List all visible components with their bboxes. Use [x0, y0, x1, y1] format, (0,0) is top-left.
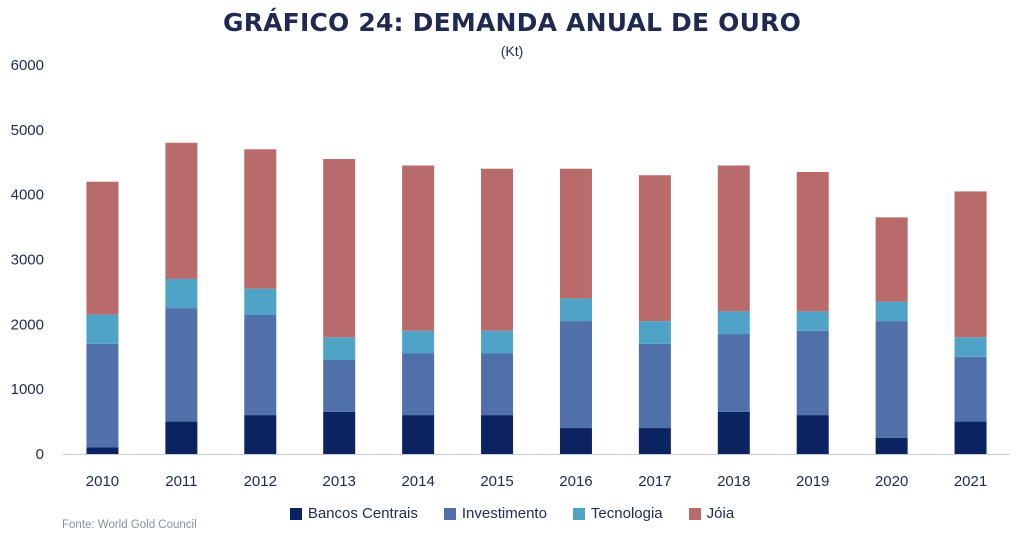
legend-swatch-tecnologia — [572, 507, 585, 520]
legend-label-tecnologia: Tecnologia — [590, 505, 663, 522]
bar-segment-tecnologia-2015 — [481, 330, 514, 354]
bar-segment-investimento-2021 — [954, 356, 987, 422]
y-tick-label: 6000 — [11, 57, 44, 74]
bar-segment-bancos-centrais-2013 — [323, 411, 356, 454]
bar-segment-bancos-centrais-2018 — [717, 411, 750, 454]
x-tick-label: 2021 — [954, 473, 987, 490]
bar-segment-tecnologia-2014 — [402, 330, 435, 354]
bar-segment-jóia-2021 — [954, 191, 987, 338]
x-tick-label: 2016 — [559, 473, 592, 490]
bar-segment-tecnologia-2018 — [717, 311, 750, 335]
legend-swatch-bancos-centrais — [289, 507, 302, 520]
bar-segment-investimento-2010 — [86, 343, 119, 448]
x-tick-label: 2017 — [638, 473, 671, 490]
legend-swatch-joia — [688, 507, 701, 520]
bar-segment-jóia-2019 — [796, 171, 829, 312]
legend-swatch-investimento — [443, 507, 456, 520]
bar-segment-tecnologia-2011 — [165, 278, 198, 309]
bar-segment-jóia-2018 — [717, 165, 750, 312]
bar-segment-investimento-2015 — [481, 353, 514, 416]
y-tick-label: 1000 — [11, 381, 44, 398]
x-tick-label: 2019 — [796, 473, 829, 490]
bar-segment-tecnologia-2016 — [559, 298, 592, 322]
bar-segment-jóia-2014 — [402, 165, 435, 331]
bar-segment-jóia-2016 — [559, 168, 592, 299]
y-tick-label: 3000 — [11, 252, 44, 269]
chart-subtitle: (Kt) — [500, 43, 524, 59]
bar-segment-bancos-centrais-2011 — [165, 421, 198, 454]
y-tick-label: 2000 — [11, 316, 44, 333]
bar-segment-bancos-centrais-2010 — [86, 447, 119, 454]
bar-segment-tecnologia-2010 — [86, 314, 119, 344]
bar-segment-bancos-centrais-2015 — [481, 415, 514, 454]
bar-segment-bancos-centrais-2020 — [875, 437, 908, 454]
chart-title: GRÁFICO 24: DEMANDA ANUAL DE OURO — [222, 8, 802, 37]
bar-segment-tecnologia-2013 — [323, 337, 356, 360]
bar-segment-jóia-2020 — [875, 217, 908, 302]
bar-segment-investimento-2020 — [875, 321, 908, 438]
legend-item-bancos-centrais: Bancos Centrais — [289, 505, 418, 522]
bar-segment-investimento-2016 — [559, 321, 592, 429]
x-tick-label: 2012 — [244, 473, 277, 490]
source-note: Fonte: World Gold Council — [62, 519, 197, 531]
bar-segment-investimento-2013 — [323, 359, 356, 412]
bar-segment-investimento-2018 — [717, 334, 750, 412]
bar-segment-investimento-2012 — [244, 314, 277, 416]
x-tick-label: 2010 — [86, 473, 119, 490]
bar-segment-investimento-2017 — [638, 343, 671, 429]
bar-segment-jóia-2011 — [165, 142, 198, 279]
y-tick-label: 4000 — [11, 187, 44, 204]
bar-segment-jóia-2017 — [638, 175, 671, 322]
bar-segment-jóia-2013 — [323, 159, 356, 338]
y-tick-label: 0 — [36, 446, 44, 463]
bar-segment-jóia-2012 — [244, 149, 277, 289]
legend-label-bancos-centrais: Bancos Centrais — [307, 505, 418, 522]
bar-segment-investimento-2014 — [402, 353, 435, 416]
bar-segment-tecnologia-2019 — [796, 311, 829, 331]
bar-segment-bancos-centrais-2017 — [638, 428, 671, 454]
bar-segment-investimento-2011 — [165, 308, 198, 422]
bar-segment-tecnologia-2012 — [244, 288, 277, 315]
bar-segment-bancos-centrais-2012 — [244, 415, 277, 454]
bar-segment-tecnologia-2020 — [875, 301, 908, 322]
x-tick-label: 2020 — [875, 473, 908, 490]
bar-segment-jóia-2010 — [86, 181, 119, 315]
legend-label-joia: Jóia — [706, 505, 735, 522]
bar-segment-bancos-centrais-2014 — [402, 415, 435, 454]
x-tick-label: 2015 — [480, 473, 513, 490]
x-tick-label: 2013 — [323, 473, 356, 490]
legend-item-tecnologia: Tecnologia — [572, 505, 663, 522]
bar-segment-tecnologia-2021 — [954, 337, 987, 357]
bar-segment-tecnologia-2017 — [638, 321, 671, 344]
x-tick-label: 2014 — [401, 473, 434, 490]
legend-label-investimento: Investimento — [461, 505, 547, 522]
legend-item-investimento: Investimento — [443, 505, 547, 522]
x-tick-label: 2018 — [717, 473, 750, 490]
x-tick-label: 2011 — [165, 473, 197, 490]
bar-segment-jóia-2015 — [481, 168, 514, 331]
bar-segment-bancos-centrais-2021 — [954, 421, 987, 454]
bar-segment-bancos-centrais-2016 — [559, 428, 592, 454]
chart-legend: Bancos Centrais Investimento Tecnologia … — [0, 505, 1024, 522]
bar-segment-bancos-centrais-2019 — [796, 415, 829, 454]
legend-item-joia: Jóia — [688, 505, 735, 522]
bar-segment-investimento-2019 — [796, 330, 829, 416]
y-tick-label: 5000 — [11, 122, 44, 139]
